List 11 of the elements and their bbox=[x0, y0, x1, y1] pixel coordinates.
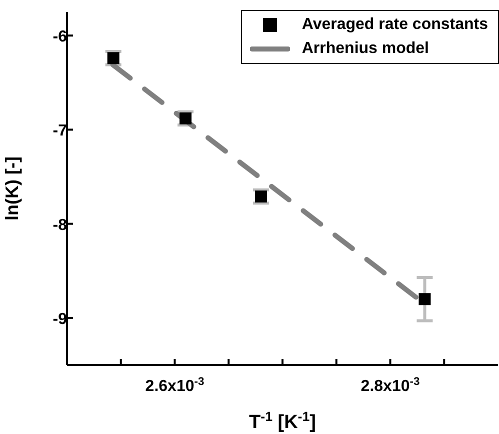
y-tick-label: -7 bbox=[52, 122, 68, 140]
y-axis-title: ln(K) [-] bbox=[2, 156, 22, 220]
y-tick-label: -9 bbox=[52, 310, 68, 328]
x-axis-title: T$^{-1}$ [K$^{-1}$] bbox=[249, 408, 316, 433]
x-tick-label: 2.6x10$^{-3}$ bbox=[145, 376, 204, 395]
y-tick-label: -8 bbox=[52, 216, 68, 234]
legend-label: Arrhenius model bbox=[302, 39, 429, 59]
legend-label: Averaged rate constants bbox=[302, 15, 488, 35]
y-tick-label: -6 bbox=[52, 28, 68, 46]
point bbox=[418, 293, 431, 306]
x-tick-label: 2.8x10$^{-3}$ bbox=[360, 376, 420, 395]
